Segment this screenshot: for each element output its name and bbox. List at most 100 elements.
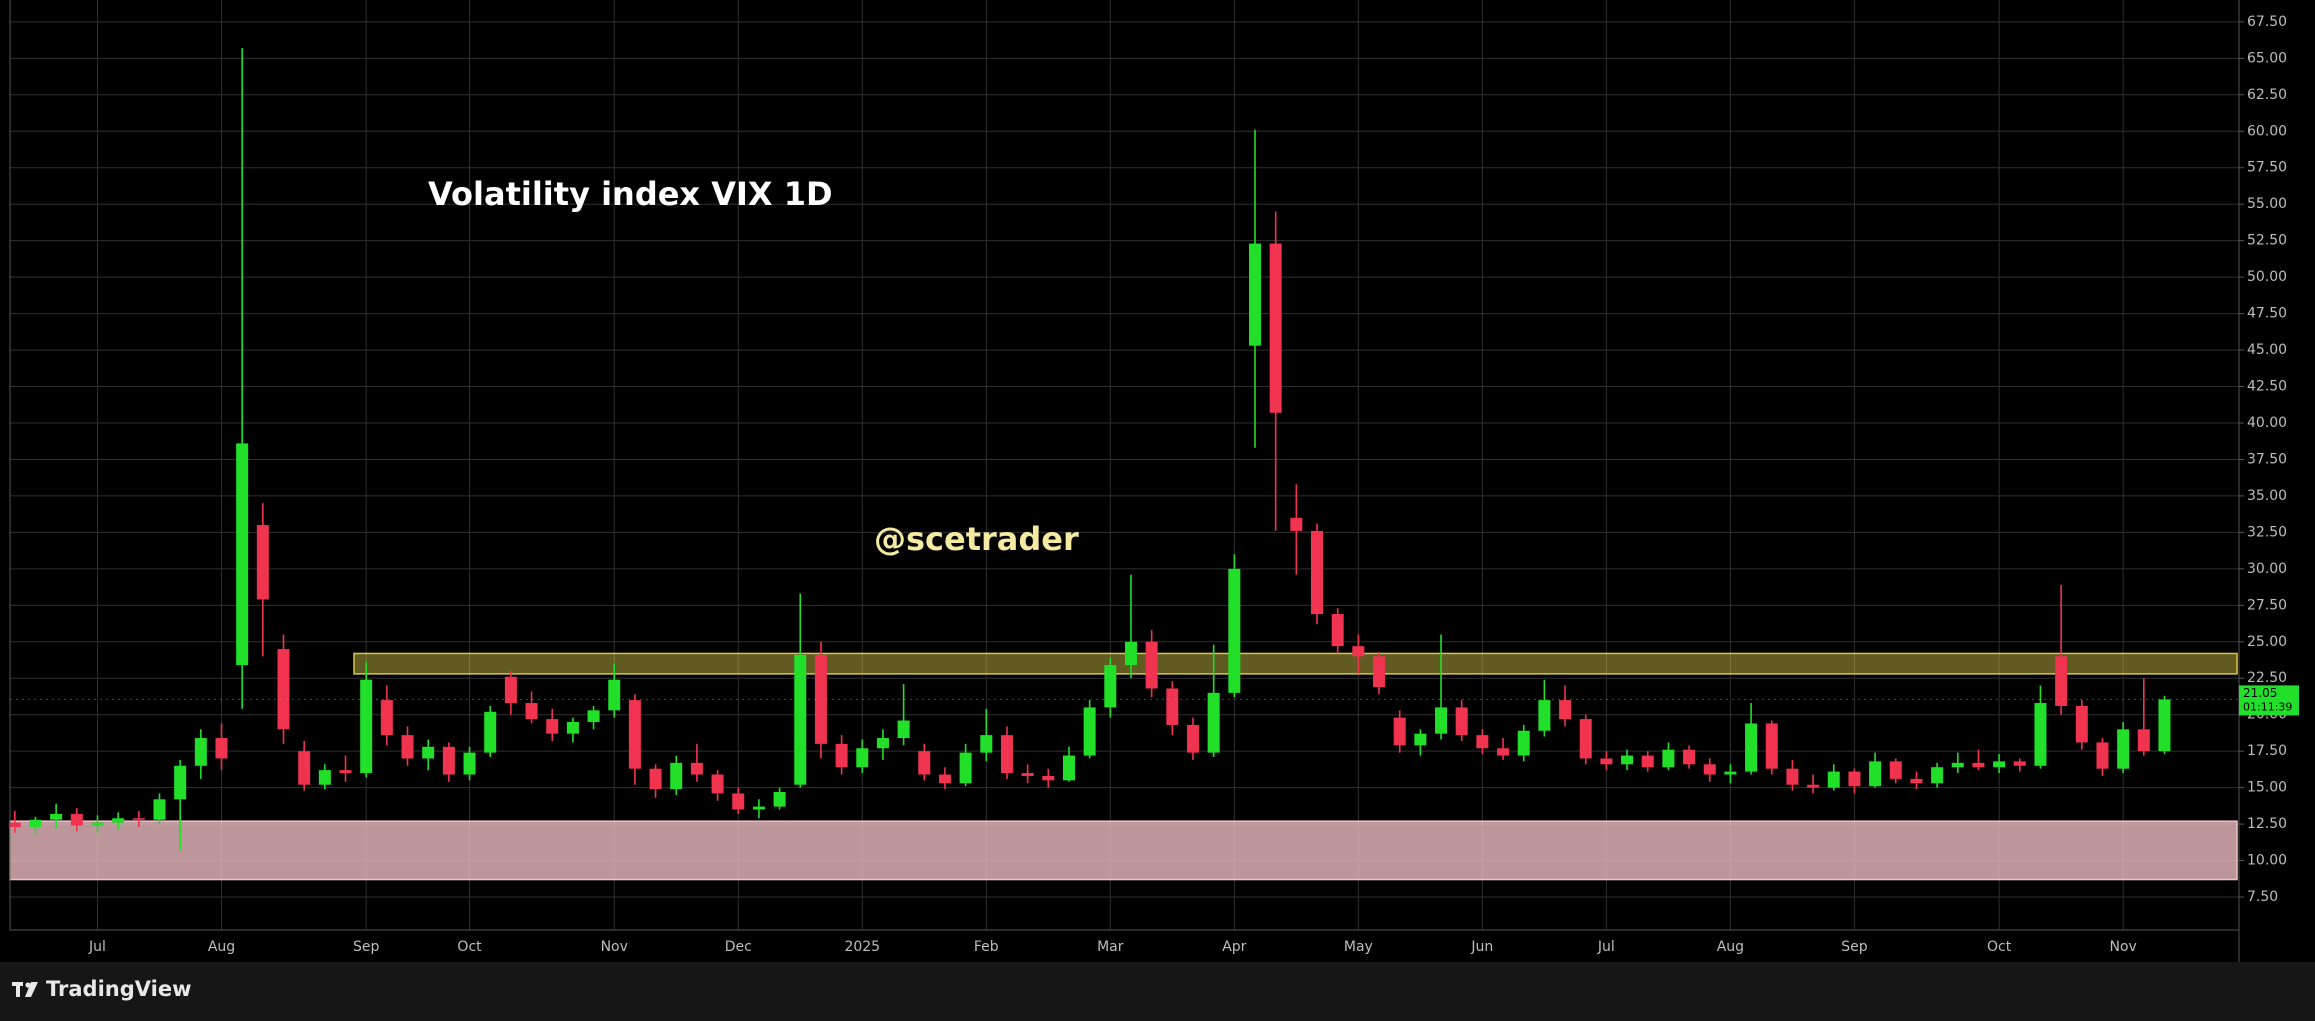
- candle-body: [1166, 688, 1179, 725]
- candle-body: [277, 649, 290, 730]
- candle-body: [318, 770, 331, 785]
- y-tick-label: 60.00: [2247, 123, 2287, 139]
- y-tick-label: 12.50: [2247, 816, 2287, 832]
- y-tick-label: 50.00: [2247, 269, 2287, 285]
- candle-body: [1579, 719, 1592, 759]
- y-tick-label: 42.50: [2247, 379, 2287, 395]
- candle-body: [1373, 656, 1386, 687]
- y-tick-label: 7.50: [2247, 889, 2278, 905]
- candle-body: [1745, 723, 1758, 772]
- candle-body: [1517, 730, 1530, 756]
- y-tick-label: 67.50: [2247, 14, 2287, 30]
- candle-body: [794, 654, 807, 785]
- candle-body: [2096, 742, 2109, 769]
- x-tick-label: May: [1344, 939, 1373, 955]
- candle-body: [2013, 761, 2026, 766]
- candle-body: [1331, 614, 1344, 647]
- candle-body: [215, 738, 228, 759]
- x-tick-label: Apr: [1222, 939, 1246, 955]
- zone-layer: [9, 652, 2238, 881]
- candle-body: [1807, 784, 1820, 788]
- candle-body: [1249, 243, 1261, 346]
- candle-body: [1145, 641, 1158, 689]
- candle-body: [856, 748, 869, 768]
- x-tick-label: Sep: [1841, 939, 1868, 955]
- x-tick-label: Jun: [1470, 939, 1493, 955]
- candle-body: [566, 722, 579, 734]
- candle-body: [1021, 773, 1034, 776]
- chart-title: Volatility index VIX 1D: [428, 175, 833, 213]
- candle-body: [1910, 778, 1923, 784]
- candle-body: [876, 738, 889, 749]
- candle-body: [1352, 646, 1365, 657]
- x-tick-label: 2025: [844, 939, 880, 955]
- x-tick-label: Feb: [974, 939, 999, 955]
- last-price-label: 21.05: [2243, 686, 2277, 700]
- candle-body: [339, 770, 352, 774]
- x-tick-label: Jul: [1597, 939, 1615, 955]
- x-tick-label: Dec: [725, 939, 752, 955]
- candle-body: [732, 793, 745, 810]
- candle-body: [918, 751, 931, 775]
- x-tick-label: Oct: [1987, 939, 2012, 955]
- candle-body: [1827, 771, 1840, 788]
- candle-body: [1207, 692, 1220, 753]
- last-price-box: [2239, 685, 2299, 716]
- candle-body: [504, 676, 517, 704]
- y-tick-label: 32.50: [2247, 524, 2287, 540]
- candle-body: [1538, 700, 1551, 731]
- candle-body: [1972, 762, 1985, 768]
- candle-body: [1683, 749, 1696, 765]
- candle-body: [174, 765, 187, 800]
- candle-body: [8, 822, 21, 828]
- candle-body: [401, 735, 414, 759]
- candle-body: [546, 719, 559, 734]
- candle-body: [649, 768, 662, 790]
- brand-logo: [12, 982, 38, 997]
- candle-body: [422, 746, 435, 759]
- candle-body: [1062, 755, 1075, 781]
- candle-body: [628, 700, 641, 769]
- footer-bar: [0, 962, 2315, 1021]
- candle-body: [1497, 748, 1510, 756]
- candle-body: [112, 818, 125, 823]
- candle-body: [1104, 665, 1117, 708]
- candle-body: [1765, 723, 1778, 769]
- y-tick-label: 55.00: [2247, 196, 2287, 212]
- y-tick-label: 22.50: [2247, 670, 2287, 686]
- candle-body: [1848, 771, 1861, 787]
- candle-body: [1311, 530, 1324, 615]
- x-tick-label: Mar: [1097, 939, 1124, 955]
- candle-body: [360, 679, 373, 774]
- candle-body: [690, 762, 703, 775]
- x-tick-label: Jul: [88, 939, 106, 955]
- candle-body: [1621, 755, 1634, 765]
- candle-body: [2117, 729, 2130, 769]
- candle-body: [2055, 656, 2068, 706]
- candle-body: [1290, 517, 1303, 531]
- candle-body: [608, 679, 621, 711]
- candle-body: [587, 710, 600, 723]
- candle-body: [484, 711, 497, 753]
- x-tick-label: Oct: [457, 939, 482, 955]
- x-tick-label: Sep: [353, 939, 380, 955]
- candle-body: [1869, 761, 1882, 787]
- candle-body: [1186, 724, 1199, 753]
- candle-body: [1414, 733, 1427, 746]
- candle-body: [752, 806, 765, 810]
- candle-body: [1951, 762, 1964, 768]
- candle-body: [1000, 735, 1013, 774]
- candle-body: [1724, 771, 1737, 775]
- candle-body: [1600, 758, 1613, 765]
- y-tick-label: 17.50: [2247, 743, 2287, 759]
- candle-body: [29, 819, 42, 828]
- countdown-label: 01:11:39: [2243, 700, 2292, 713]
- x-tick-label: Nov: [2109, 939, 2136, 955]
- candle-body: [980, 735, 993, 753]
- candle-body: [463, 752, 476, 775]
- y-tick-label: 52.50: [2247, 233, 2287, 249]
- chart-background: [0, 0, 2315, 962]
- candle-body: [70, 813, 83, 826]
- axis-layer: 7.5010.0012.5015.0017.5020.0022.5025.002…: [10, 14, 2299, 955]
